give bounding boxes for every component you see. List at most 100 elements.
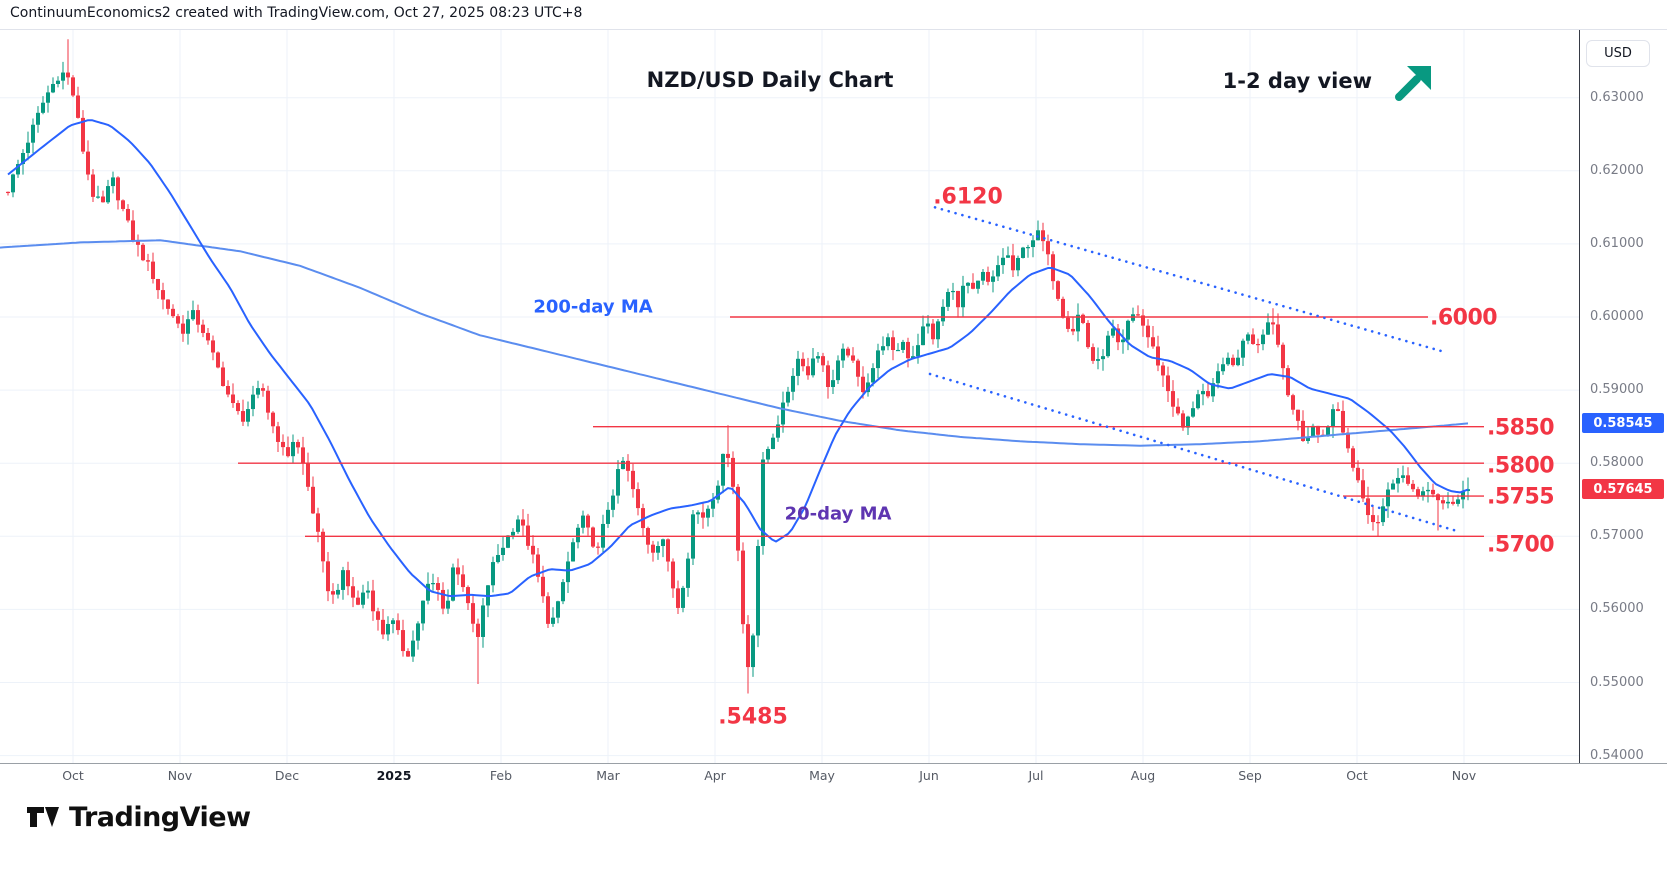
candle-body (396, 620, 400, 631)
candle-body (41, 102, 45, 113)
upper-channel-trendline[interactable] (933, 206, 1447, 354)
price-tick-0.54000: 0.54000 (1590, 747, 1644, 763)
chart-title: NZD/USD Daily Chart (646, 68, 894, 92)
candle-body (1371, 515, 1375, 523)
candle-body (121, 200, 125, 209)
candle-body (1406, 475, 1410, 484)
candle-body (1101, 356, 1105, 360)
candle-body (1076, 314, 1080, 332)
candle-body (626, 460, 630, 471)
candle-body (266, 390, 270, 413)
candle-body (1381, 506, 1385, 523)
candle-body (216, 352, 220, 368)
candle-body (1021, 247, 1025, 258)
level-label-5700: .5700 (1487, 532, 1555, 558)
candle-body (1016, 257, 1020, 271)
candle-body (861, 376, 865, 393)
tradingview-logo-icon (27, 807, 59, 827)
candle-body (566, 561, 570, 583)
candle-body (426, 583, 430, 601)
candle-body (1456, 499, 1460, 504)
candle-body (886, 337, 890, 347)
candle-body (846, 348, 850, 356)
candle-body (196, 310, 200, 325)
candle-body (706, 508, 710, 518)
candle-body (596, 546, 600, 548)
price-tick-0.57000: 0.57000 (1590, 528, 1644, 544)
price-tick-0.60000: 0.60000 (1590, 309, 1644, 324)
candle-body (956, 290, 960, 308)
candle-body (806, 366, 810, 376)
candle-body (971, 282, 975, 289)
candle-body (136, 241, 140, 245)
candle-body (586, 515, 590, 528)
chart-pane[interactable] (0, 30, 1579, 763)
price-axis-border (1579, 30, 1580, 763)
time-tick-2025: 2025 (376, 768, 412, 783)
candle-body (471, 603, 475, 624)
candle-body (1176, 406, 1180, 414)
candle-body (286, 447, 290, 457)
time-tick-Apr: Apr (704, 768, 726, 783)
candle-body (1311, 425, 1315, 438)
candle-body (446, 600, 450, 609)
candle-body (801, 358, 805, 367)
candle-body (936, 321, 940, 340)
candle-body (321, 531, 325, 562)
candle-body (1121, 339, 1125, 343)
candle-body (1186, 416, 1190, 428)
candle-body (391, 620, 395, 624)
candle-body (1461, 491, 1465, 500)
candle-body (421, 600, 425, 624)
candle-body (986, 271, 990, 282)
candle-body (1181, 413, 1185, 428)
currency-button[interactable]: USD (1586, 40, 1650, 67)
candle-body (1441, 500, 1445, 504)
ma-200-line[interactable] (0, 239, 1469, 447)
candle-body (671, 561, 675, 589)
candle-body (501, 547, 505, 555)
candle-body (506, 535, 510, 548)
candle-body (401, 630, 405, 652)
candle-body (826, 365, 830, 388)
time-tick-May: May (809, 768, 835, 783)
candle-body (1221, 364, 1225, 372)
candle-body (1276, 324, 1280, 345)
ma-20-line[interactable] (7, 119, 1469, 598)
candle-body (1391, 483, 1395, 490)
candle-body (901, 341, 905, 350)
candle-body (771, 437, 775, 449)
candle-body (306, 463, 310, 487)
candle-body (1331, 409, 1335, 427)
candle-body (206, 332, 210, 341)
tradingview-logo[interactable]: TradingView (26, 800, 251, 834)
level-label-6000: .6000 (1430, 305, 1498, 331)
candle-body (891, 337, 895, 350)
candle-body (381, 619, 385, 635)
candle-body (201, 324, 205, 333)
lower-channel-trendline[interactable] (928, 372, 1462, 534)
candle-body (606, 509, 610, 524)
candle-body (111, 177, 115, 187)
candle-body (1326, 426, 1330, 436)
candle-body (816, 356, 820, 359)
candle-body (221, 367, 225, 386)
candle-body (1271, 322, 1275, 325)
candle-body (131, 220, 135, 242)
candle-body (656, 546, 660, 553)
candle-body (616, 469, 620, 496)
candle-body (876, 350, 880, 369)
candle-body (1356, 467, 1360, 481)
candle-body (1046, 241, 1050, 255)
candle-body (541, 576, 545, 597)
candle-body (451, 567, 455, 601)
candle-body (1081, 314, 1085, 323)
candle-body (1291, 395, 1295, 410)
candle-body (1226, 357, 1230, 365)
candle-body (1261, 334, 1265, 345)
price-tick-0.63000: 0.63000 (1590, 89, 1644, 105)
candle-body (896, 349, 900, 352)
level-label-5755: .5755 (1487, 484, 1555, 510)
candle-body (931, 323, 935, 340)
candle-body (741, 550, 745, 625)
